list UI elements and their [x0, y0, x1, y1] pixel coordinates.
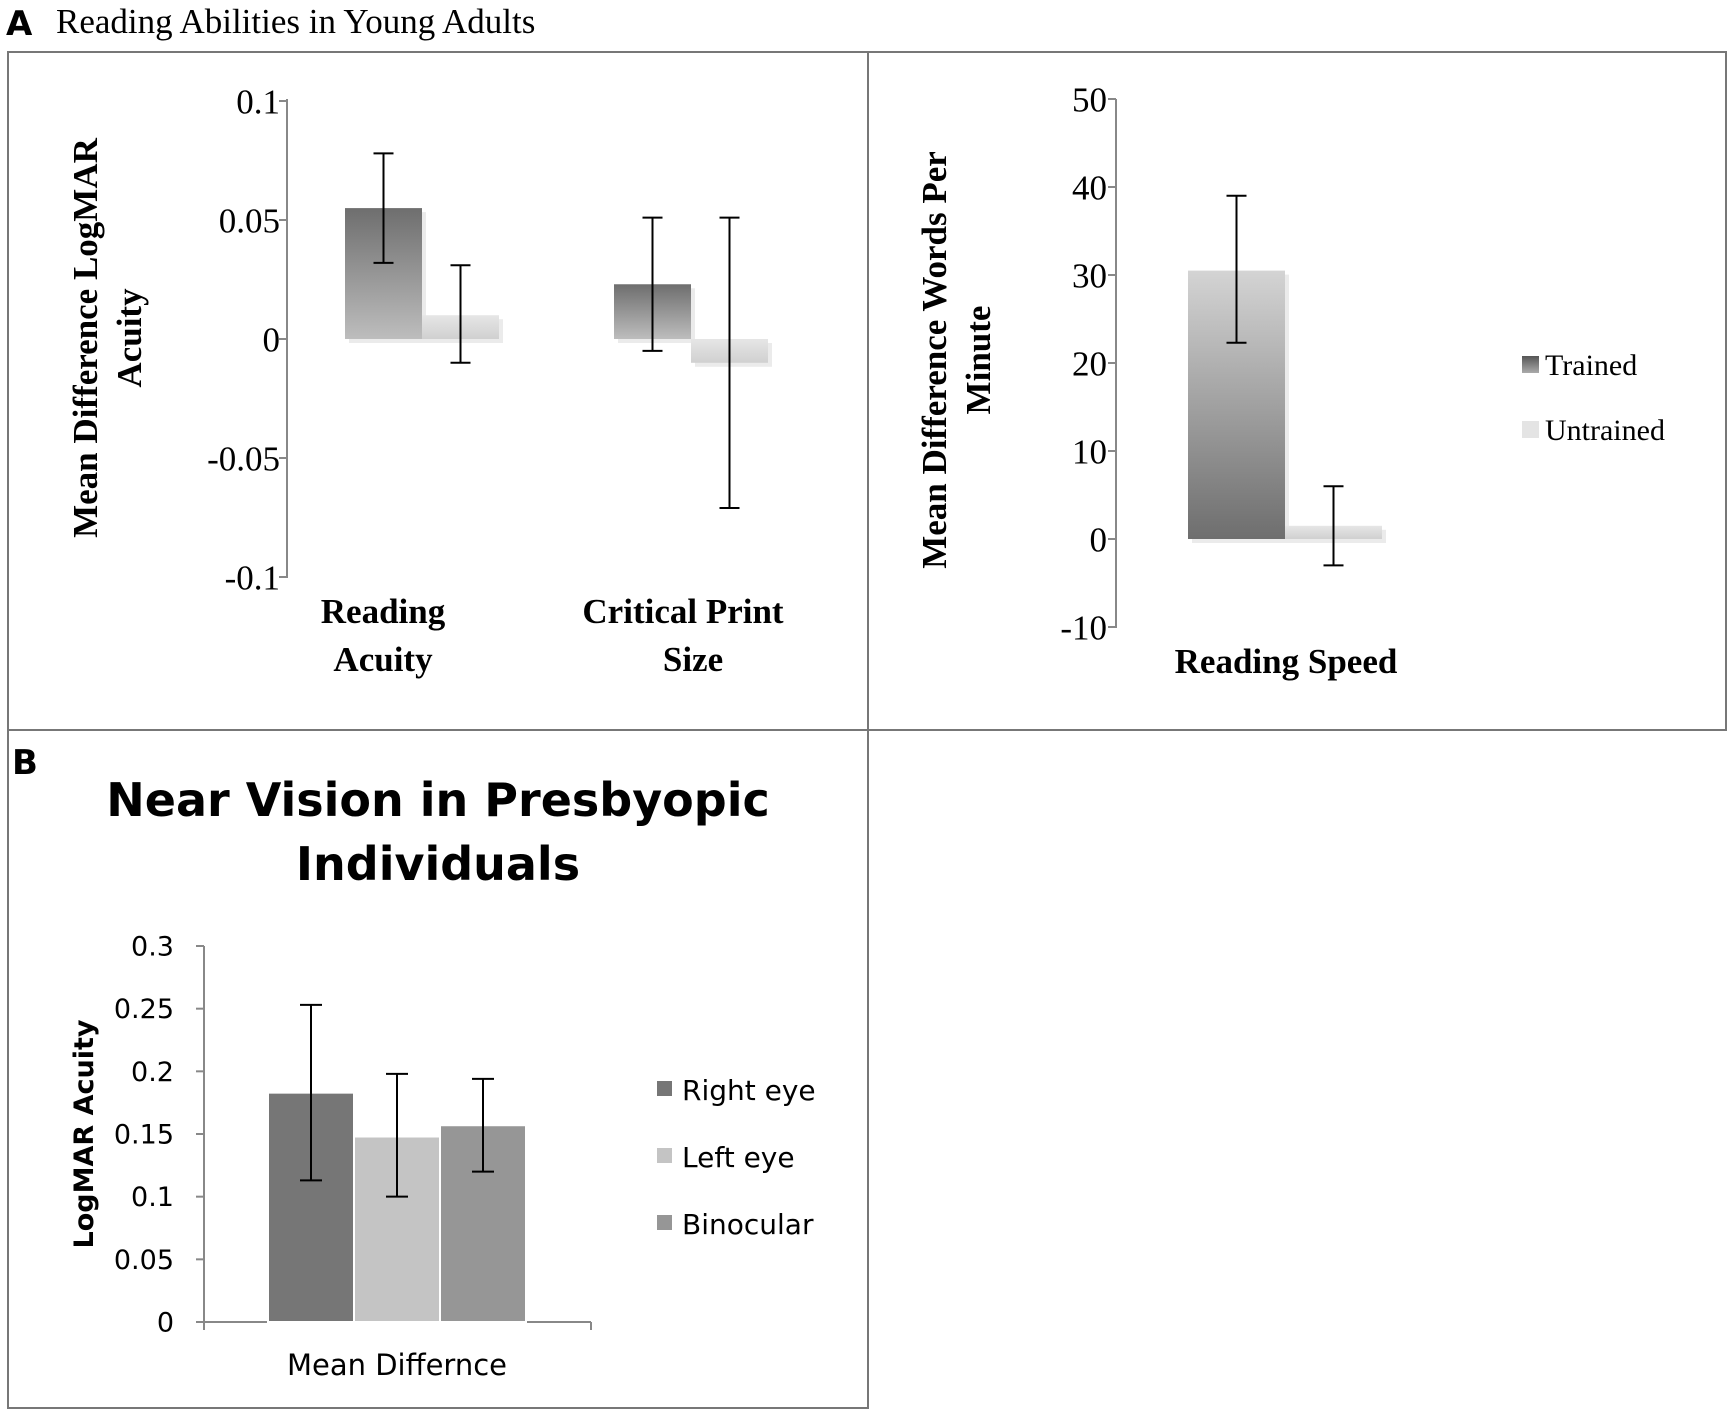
acuity-y-tick-label: 0.1	[236, 82, 280, 121]
acuity-y-label-line2: Acuity	[110, 288, 149, 388]
presbyopic-y-tick-label: 0.1	[131, 1182, 174, 1213]
acuity-category-label: Critical Print	[582, 592, 784, 631]
panel-b-title-line1: Near Vision in Presbyopic	[106, 773, 770, 827]
acuity-y-tick-label: 0	[263, 320, 281, 359]
acuity-category-label: Acuity	[333, 640, 433, 679]
presbyopic-bars	[267, 1091, 527, 1324]
acuity-chart: -0.1 -0.05 0 0.05 0.1 Mean Difference LogMAR…	[66, 82, 784, 679]
acuity-bars	[345, 208, 772, 367]
panel-a-letter: A	[6, 4, 33, 44]
presbyopic-y-tick-label: 0.3	[131, 931, 174, 962]
panel-a-title: Reading Abilities in Young Adults	[56, 2, 535, 41]
presbyopic-category-label: Mean Differnce	[287, 1348, 507, 1382]
presbyopic-legend: Right eye Left eye Binocular	[657, 1074, 816, 1241]
legend-label-untrained: Untrained	[1545, 414, 1665, 447]
legend-swatch-trained	[1522, 356, 1539, 373]
legend-swatch-binocular	[657, 1215, 672, 1230]
speed-category-label: Reading Speed	[1175, 642, 1398, 681]
legend-label-left-eye: Left eye	[682, 1141, 795, 1174]
presbyopic-y-ticks: 0 0.05 0.1 0.15 0.2 0.25 0.3	[114, 931, 204, 1338]
legend-label-trained: Trained	[1545, 349, 1637, 382]
legend-label-right-eye: Right eye	[682, 1074, 816, 1107]
speed-y-tick-label: 30	[1072, 256, 1107, 295]
legend-label-binocular: Binocular	[682, 1208, 814, 1241]
presbyopic-y-tick-label: 0.15	[114, 1119, 174, 1150]
acuity-category-label: Size	[663, 640, 723, 679]
speed-error-bars	[1226, 194, 1344, 567]
legend-swatch-right-eye	[657, 1081, 672, 1096]
acuity-error-bars	[373, 152, 740, 509]
speed-y-tick-label: 0	[1090, 520, 1108, 559]
presbyopic-y-tick-label: 0	[157, 1307, 174, 1338]
presbyopic-y-label: LogMAR Acuity	[69, 1019, 100, 1248]
panel-b-border	[7, 729, 869, 1409]
speed-y-ticks: -10 0 10 20 30 40 50	[1060, 80, 1116, 647]
speed-y-tick-label: 40	[1072, 168, 1107, 207]
acuity-y-tick-label: -0.05	[207, 439, 280, 478]
presbyopic-y-tick-label: 0.25	[114, 994, 174, 1025]
speed-y-tick-label: 20	[1072, 344, 1107, 383]
legend-swatch-untrained	[1522, 421, 1539, 438]
presbyopic-y-tick-label: 0.2	[131, 1057, 174, 1088]
acuity-y-label-line1: Mean Difference LogMAR	[66, 137, 105, 538]
panel-b-letter: B	[12, 743, 38, 783]
speed-chart: -10 0 10 20 30 40 50 Mean Difference Words Per…	[915, 80, 1665, 681]
acuity-y-tick-label: -0.1	[225, 558, 280, 597]
acuity-y-ticks: -0.1 -0.05 0 0.05 0.1	[207, 82, 287, 597]
speed-legend: Trained Untrained	[1522, 349, 1665, 447]
panel-a-right-border	[867, 51, 1727, 731]
legend-swatch-left-eye	[657, 1148, 672, 1163]
presbyopic-y-tick-label: 0.05	[114, 1245, 174, 1276]
speed-y-label-line2: Minute	[959, 306, 998, 415]
speed-y-label-line1: Mean Difference Words Per	[915, 151, 954, 569]
speed-bars	[1188, 270, 1386, 543]
panel-b-title-line2: Individuals	[296, 837, 580, 891]
speed-y-tick-label: -10	[1060, 608, 1107, 647]
acuity-y-tick-label: 0.05	[219, 201, 280, 240]
acuity-category-label: Reading	[321, 592, 446, 631]
speed-y-tick-label: 50	[1072, 80, 1107, 119]
presbyopic-error-bars	[300, 1003, 494, 1198]
speed-y-tick-label: 10	[1072, 432, 1107, 471]
presbyopic-chart: 0 0.05 0.1 0.15 0.2 0.25 0.3 LogMAR Acuity Mea…	[69, 931, 816, 1382]
